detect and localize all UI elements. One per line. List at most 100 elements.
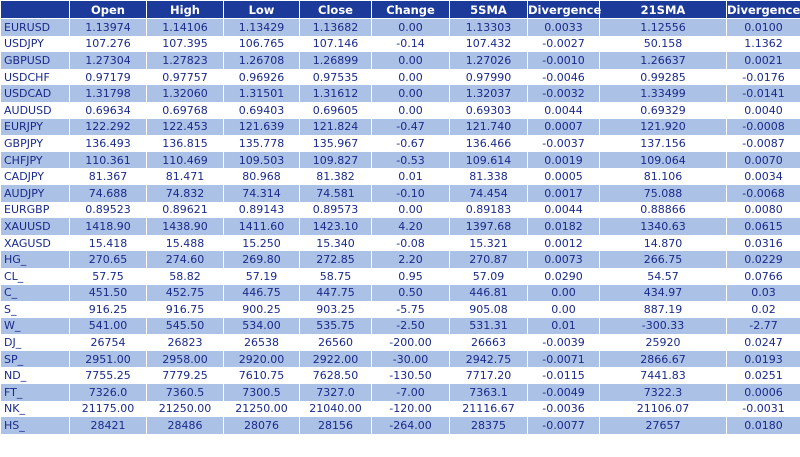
value-cell: 0.0034 (726, 168, 800, 185)
column-header: 21SMA (599, 0, 727, 19)
value-cell: 135.967 (299, 135, 372, 152)
value-cell: 121.639 (223, 118, 300, 136)
value-cell: -7.00 (371, 384, 450, 401)
value-cell: 7360.5 (146, 384, 224, 401)
value-cell: 50.158 (599, 35, 727, 53)
value-cell: 57.19 (223, 267, 300, 285)
value-cell: 15.321 (449, 234, 528, 252)
table-row: XAUUSD 1418.90 1438.90 1411.60 1423.10 4.20 13… (0, 218, 800, 235)
value-cell: 1.31501 (223, 85, 300, 102)
value-cell: 109.064 (599, 151, 727, 169)
value-cell: 916.25 (69, 301, 147, 318)
value-cell: 452.75 (146, 284, 224, 302)
symbol-cell: AUDUSD (0, 101, 70, 119)
value-cell: 27657 (599, 417, 727, 434)
value-cell: 1.26637 (599, 52, 727, 69)
value-cell: 122.292 (69, 118, 147, 136)
column-header: Change (371, 0, 450, 19)
column-header (0, 0, 70, 19)
value-cell: 81.471 (146, 168, 224, 185)
value-cell: 7327.0 (299, 384, 372, 401)
table-row: CL_ 57.75 58.82 57.19 58.75 0.95 57.09 0.0290 54… (0, 267, 800, 285)
value-cell: 446.75 (223, 284, 300, 302)
value-cell: -0.08 (371, 234, 450, 252)
value-cell: 7628.50 (299, 367, 372, 385)
table-row: NK_ 21175.00 21250.00 21250.00 21040.00 -120.… (0, 400, 800, 418)
value-cell: 74.314 (223, 184, 300, 202)
symbol-cell: XAUUSD (0, 218, 70, 235)
value-cell: 74.688 (69, 184, 147, 202)
value-cell: 0.0100 (726, 18, 800, 36)
value-cell: 887.19 (599, 301, 727, 318)
value-cell: 0.00 (371, 201, 450, 219)
value-cell: 903.25 (299, 301, 372, 318)
value-cell: 1.27823 (146, 52, 224, 69)
value-cell: 21116.67 (449, 400, 528, 418)
value-cell: 0.69303 (449, 101, 528, 119)
value-cell: 110.469 (146, 151, 224, 169)
value-cell: 54.57 (599, 267, 727, 285)
value-cell: -0.0071 (527, 350, 600, 368)
table-row: DJ_ 26754 26823 26538 26560 -200.00 26663 -0.00… (0, 334, 800, 351)
symbol-cell: ND_ (0, 367, 70, 385)
value-cell: 0.69403 (223, 101, 300, 119)
value-cell: 74.581 (299, 184, 372, 202)
symbol-cell: HG_ (0, 251, 70, 268)
table-row: AUDJPY 74.688 74.832 74.314 74.581 -0.10 74.45… (0, 184, 800, 202)
value-cell: 107.276 (69, 35, 147, 53)
value-cell: 1.14106 (146, 18, 224, 36)
value-cell: 0.0040 (726, 101, 800, 119)
value-cell: 0.50 (371, 284, 450, 302)
value-cell: 7300.5 (223, 384, 300, 401)
value-cell: 0.0006 (726, 384, 800, 401)
value-cell: 0.0247 (726, 334, 800, 351)
value-cell: 531.31 (449, 317, 528, 335)
symbol-cell: USDCHF (0, 68, 70, 86)
value-cell: 0.00 (371, 85, 450, 102)
value-cell: 14.870 (599, 234, 727, 252)
value-cell: 0.00 (371, 68, 450, 86)
symbol-cell: EURUSD (0, 18, 70, 36)
value-cell: 1.12556 (599, 18, 727, 36)
value-cell: 2.20 (371, 251, 450, 268)
symbol-cell: GBPUSD (0, 52, 70, 69)
value-cell: 446.81 (449, 284, 528, 302)
value-cell: 272.85 (299, 251, 372, 268)
value-cell: 1.13429 (223, 18, 300, 36)
value-cell: 535.75 (299, 317, 372, 335)
value-cell: 1.26708 (223, 52, 300, 69)
symbol-cell: CHFJPY (0, 151, 70, 169)
value-cell: 80.968 (223, 168, 300, 185)
table-row: SP_ 2951.00 2958.00 2920.00 2922.00 -30.00 294… (0, 350, 800, 368)
value-cell: 0.0290 (527, 267, 600, 285)
value-cell: 4.20 (371, 218, 450, 235)
value-cell: 1397.68 (449, 218, 528, 235)
value-cell: 0.99285 (599, 68, 727, 86)
value-cell: 545.50 (146, 317, 224, 335)
value-cell: 2942.75 (449, 350, 528, 368)
value-cell: 0.0615 (726, 218, 800, 235)
symbol-cell: GBPJPY (0, 135, 70, 152)
value-cell: 270.87 (449, 251, 528, 268)
table-row: CHFJPY 110.361 110.469 109.503 109.827 -0.53 1… (0, 151, 800, 169)
value-cell: 136.815 (146, 135, 224, 152)
header-row: Open High Low Close Change 5SMA Divergence 21SM… (0, 0, 800, 19)
symbol-cell: C_ (0, 284, 70, 302)
value-cell: 136.493 (69, 135, 147, 152)
value-cell: 26823 (146, 334, 224, 351)
table-row: USDCHF 0.97179 0.97757 0.96926 0.97535 0.00 0.… (0, 68, 800, 86)
value-cell: 21106.07 (599, 400, 727, 418)
value-cell: 21040.00 (299, 400, 372, 418)
value-cell: 121.824 (299, 118, 372, 136)
value-cell: -5.75 (371, 301, 450, 318)
value-cell: 0.89183 (449, 201, 528, 219)
value-cell: 74.832 (146, 184, 224, 202)
value-cell: 57.09 (449, 267, 528, 285)
value-cell: 0.0044 (527, 201, 600, 219)
value-cell: 269.80 (223, 251, 300, 268)
column-header: Close (299, 0, 372, 19)
value-cell: 0.0019 (527, 151, 600, 169)
table-body: EURUSD 1.13974 1.14106 1.13429 1.13682 0.00 1.… (0, 18, 800, 434)
value-cell: 81.382 (299, 168, 372, 185)
value-cell: -0.0010 (527, 52, 600, 69)
